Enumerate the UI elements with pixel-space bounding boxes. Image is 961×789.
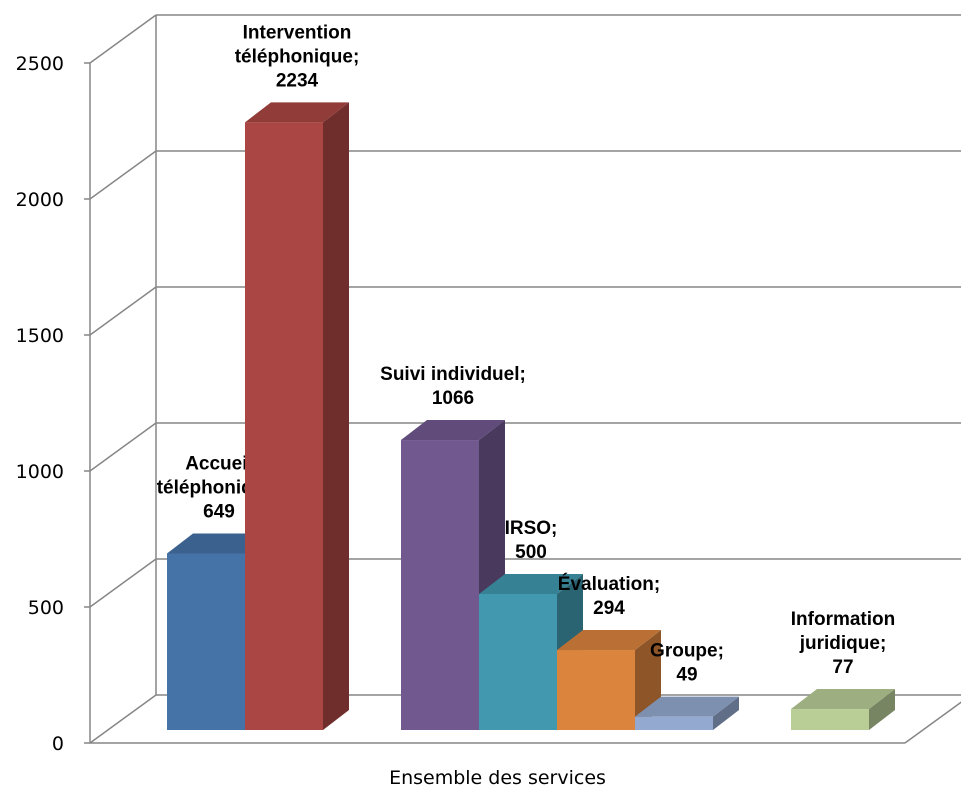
data-label: 77: [832, 657, 853, 678]
y-tick-label: 1000: [16, 461, 64, 483]
data-label: Suivi individuel;: [380, 364, 526, 385]
y-tick-label: 2000: [16, 189, 64, 211]
y-tick-label: 0: [52, 733, 64, 755]
bar: [791, 709, 869, 730]
data-label: 294: [593, 598, 625, 619]
data-label: 49: [676, 665, 697, 686]
bar: [479, 594, 557, 730]
data-label: juridique;: [799, 633, 887, 654]
data-label: Évaluation;: [558, 573, 660, 595]
y-tick-label: 2500: [16, 53, 64, 75]
y-tick-label: 1500: [16, 325, 64, 347]
gridline-diagonal: [90, 695, 156, 743]
data-label: Intervention: [243, 22, 352, 43]
data-label: 1066: [432, 388, 474, 409]
gridline-diagonal: [90, 151, 156, 199]
data-label: Accueil: [185, 453, 253, 474]
data-label: téléphonique;: [235, 46, 360, 67]
bar: [635, 717, 713, 730]
gridline-diagonal: [90, 559, 156, 607]
x-axis-label: Ensemble des services: [389, 767, 606, 789]
data-label: 500: [515, 542, 547, 563]
bar: [245, 122, 323, 730]
data-label: Information: [791, 609, 896, 630]
floor-right-edge: [905, 695, 961, 743]
y-tick-label: 500: [28, 597, 64, 619]
gridline-diagonal: [90, 287, 156, 335]
data-label: Groupe;: [650, 641, 724, 662]
bar: [167, 553, 245, 730]
bar-side: [323, 102, 349, 730]
data-label: IRSO;: [505, 518, 558, 539]
data-label: 2234: [276, 70, 319, 91]
bar: [401, 440, 479, 730]
data-label: 649: [203, 501, 235, 522]
gridline-diagonal: [90, 15, 156, 63]
gridline-diagonal: [90, 423, 156, 471]
bar: [557, 650, 635, 730]
